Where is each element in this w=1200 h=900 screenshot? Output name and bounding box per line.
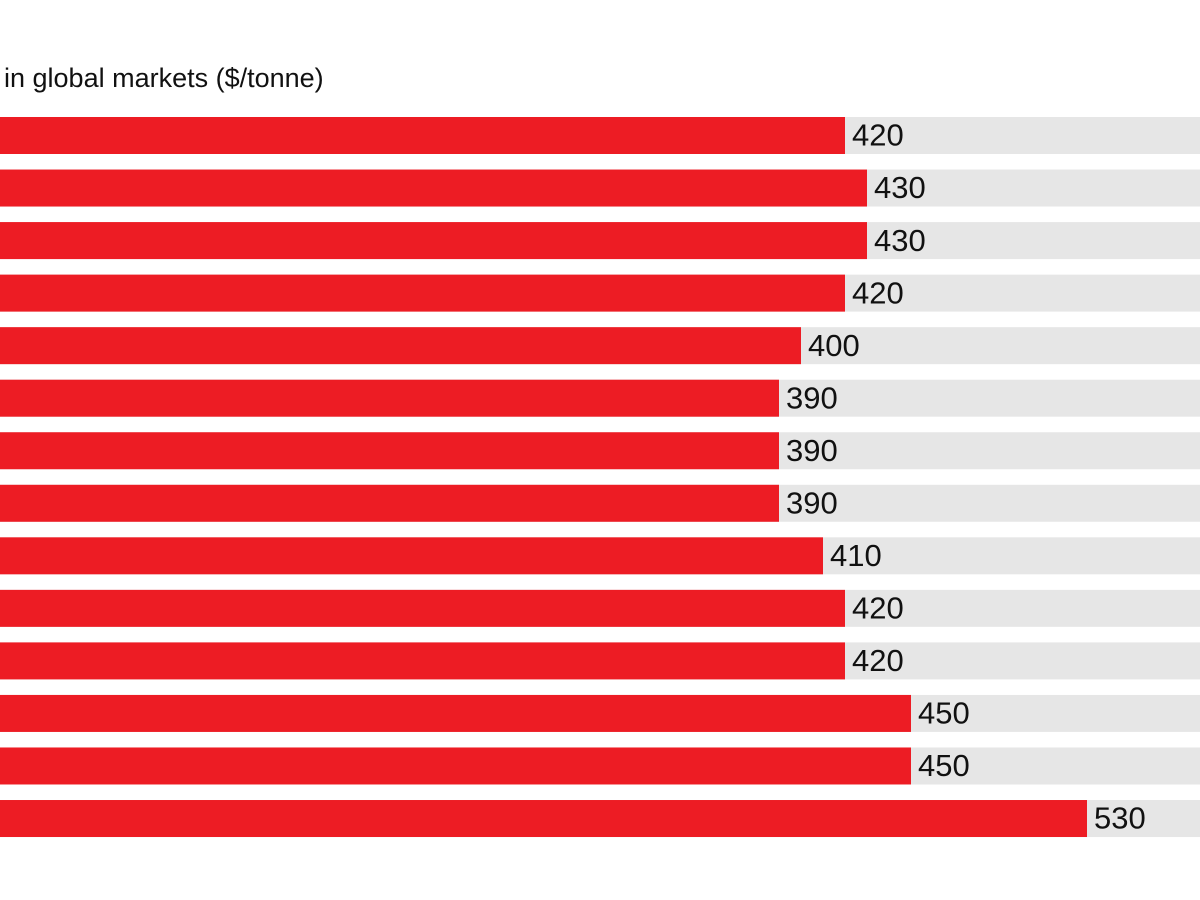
- value-label: 450: [918, 748, 970, 783]
- bar: [0, 800, 1087, 838]
- value-label: 400: [808, 328, 860, 363]
- bar: [0, 484, 779, 522]
- value-label: 430: [874, 223, 926, 258]
- value-label: 530: [1094, 801, 1146, 836]
- value-label: 430: [874, 170, 926, 205]
- bar: [0, 169, 867, 207]
- bar: [0, 589, 845, 627]
- value-label: 450: [918, 696, 970, 731]
- bar: [0, 694, 911, 732]
- bar: [0, 117, 845, 154]
- value-label: 420: [852, 591, 904, 626]
- value-label: 390: [786, 433, 838, 468]
- value-label: 410: [830, 538, 882, 573]
- bar: [0, 379, 779, 417]
- value-label: 420: [852, 275, 904, 310]
- bar: [0, 274, 845, 312]
- bar: [0, 537, 823, 575]
- bar: [0, 747, 911, 785]
- bar: [0, 432, 779, 470]
- value-label: 390: [786, 485, 838, 520]
- value-label: 420: [852, 118, 904, 153]
- bar: [0, 642, 845, 680]
- value-label: 420: [852, 643, 904, 678]
- value-label: 390: [786, 380, 838, 415]
- bar: [0, 222, 867, 260]
- bar: [0, 327, 801, 365]
- chart-title: in global markets ($/tonne): [4, 63, 324, 93]
